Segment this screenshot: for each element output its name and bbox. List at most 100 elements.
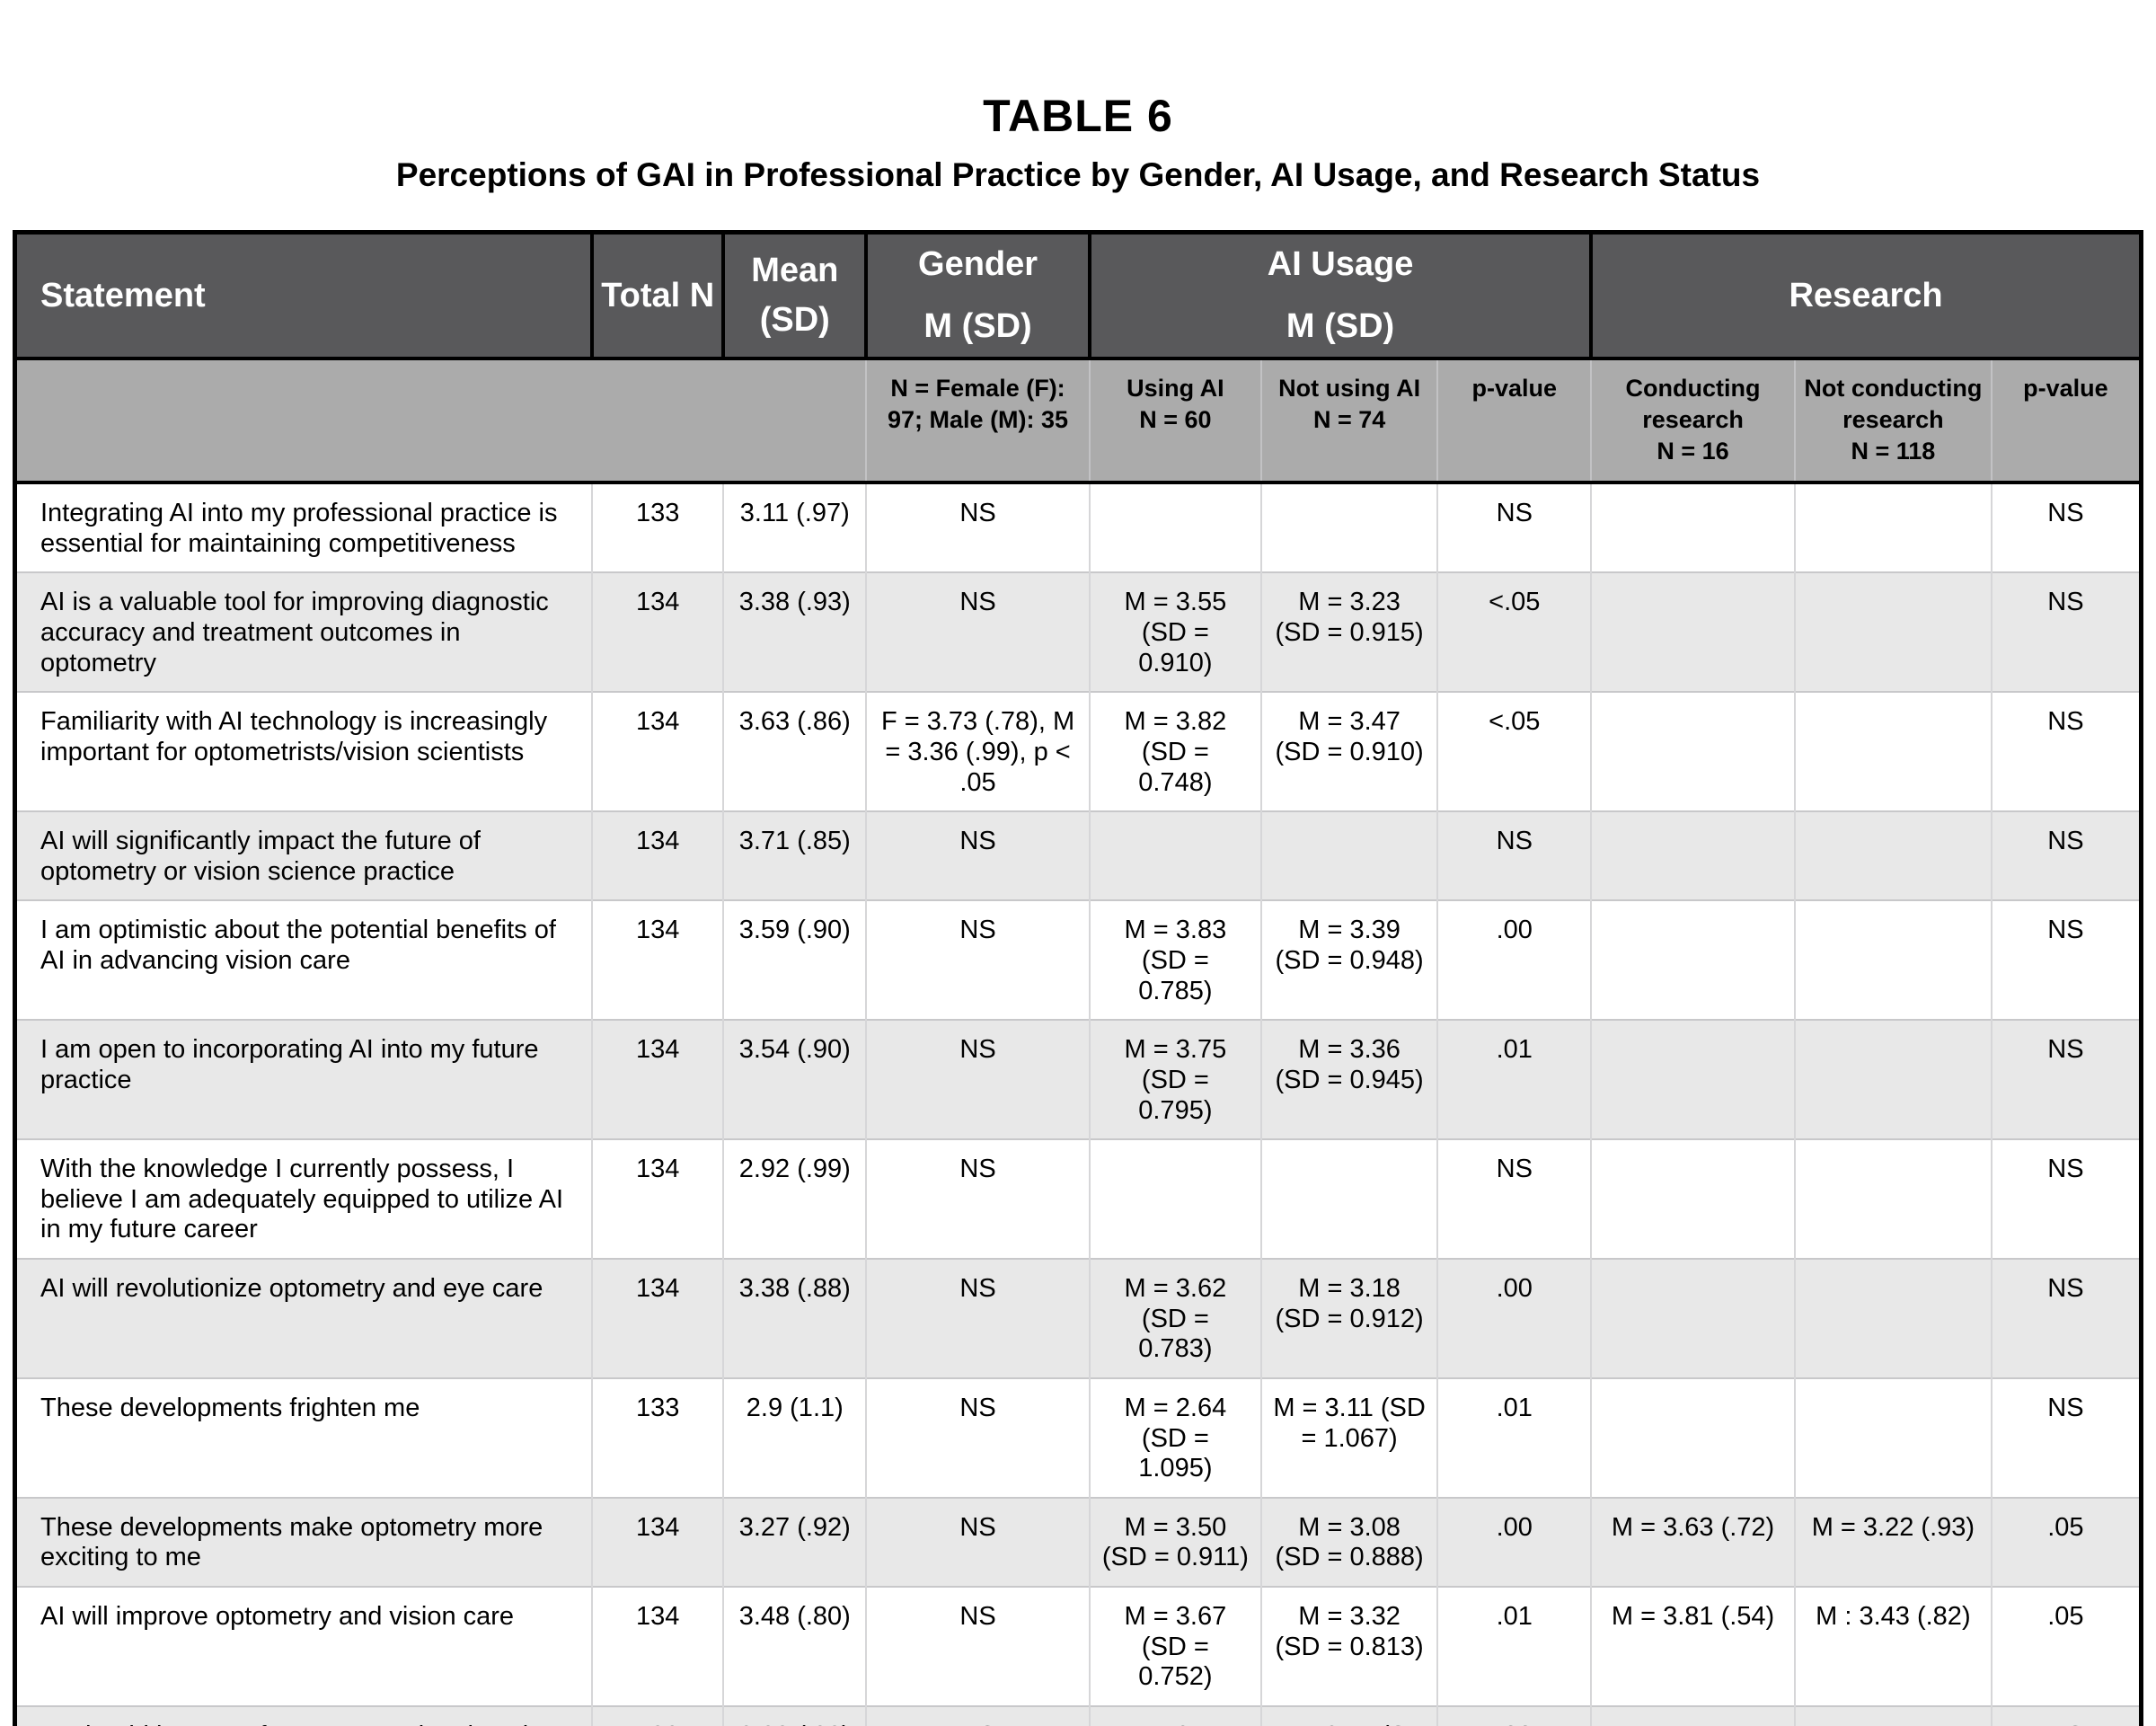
conducting-cell — [1590, 1376, 1796, 1498]
not-using-ai-cell — [1259, 482, 1439, 573]
p-ai-usage-cell: <.05 — [1436, 571, 1593, 693]
not-conducting-cell — [1793, 482, 1993, 573]
gender-cell: NS — [865, 1019, 1091, 1140]
statement-cell: AI will improve optometry and vision car… — [14, 1586, 593, 1706]
conducting-n: N = 16 — [1657, 438, 1729, 465]
p-research-cell: NS — [1990, 1019, 2142, 1140]
not-using-ai-cell: M = 3.18 (SD = 0.912) — [1259, 1258, 1439, 1378]
conducting-label: Conducting research — [1625, 375, 1761, 434]
not-using-ai-cell: M = 3.08 (SD = 0.888) — [1259, 1496, 1439, 1588]
using-ai-cell: M = 3.62 (SD = 0.783) — [1089, 1258, 1262, 1378]
not-conducting-cell — [1793, 1376, 1993, 1498]
col-header-total-n: Total N — [589, 230, 726, 361]
statement-cell: With the knowledge I currently possess, … — [14, 1138, 593, 1260]
title-block: TABLE 6 Perceptions of GAI in Profession… — [0, 0, 2156, 194]
subheader-empty — [14, 357, 868, 485]
not-using-ai-cell — [1259, 1138, 1439, 1260]
not-conducting-cell — [1793, 1704, 1993, 1726]
not-using-ai-cell — [1259, 810, 1439, 901]
total-n-cell: 134 — [590, 899, 725, 1021]
conducting-cell — [1590, 810, 1796, 901]
table-row: AI will significantly impact the future … — [14, 810, 2142, 901]
p-ai-usage-cell: .00 — [1436, 1704, 1593, 1726]
gender-cell: NS — [865, 571, 1091, 693]
total-n-cell: 134 — [590, 1258, 725, 1378]
gender-header-line1: Gender — [918, 245, 1038, 283]
table-header: Statement Total N Mean (SD) Gender M (SD… — [13, 230, 2143, 485]
gender-cell: NS — [865, 899, 1091, 1021]
total-n-cell: 133 — [590, 1704, 725, 1726]
table-row: These developments frighten me 133 2.9 (1.… — [14, 1376, 2142, 1498]
table-row: Familiarity with AI technology is increa… — [14, 691, 2142, 812]
col-header-research: Research — [1589, 230, 2143, 361]
statement-cell: AI should be part of my optometric educa… — [14, 1704, 593, 1726]
mean-sd-cell: 3.27 (.92) — [722, 1496, 868, 1588]
p-research-cell: NS — [1990, 899, 2142, 1021]
not-using-ai-label: Not using AI — [1278, 375, 1421, 403]
total-n-cell: 134 — [590, 571, 725, 693]
subheader-p-value-research: p-value — [1990, 357, 2143, 485]
p-ai-usage-cell: <.05 — [1436, 691, 1593, 812]
statement-cell: AI is a valuable tool for improving diag… — [14, 571, 593, 693]
gender-cell: NS — [865, 810, 1091, 901]
conducting-cell — [1590, 1019, 1796, 1140]
header-row-main: Statement Total N Mean (SD) Gender M (SD… — [13, 230, 2143, 361]
using-ai-cell: M = 3.83 (SD = 0.785) — [1089, 899, 1262, 1021]
table-row: These developments make optometry more e… — [14, 1496, 2142, 1588]
total-n-cell: 133 — [590, 1376, 725, 1498]
using-ai-cell — [1089, 1138, 1262, 1260]
not-using-ai-cell: M = 3.39 (SD = 0.948) — [1259, 899, 1439, 1021]
table-row: With the knowledge I currently possess, … — [14, 1138, 2142, 1260]
not-using-ai-cell: M = 3.23 (SD = 0.915) — [1259, 571, 1439, 693]
subheader-gender-note: N = Female (F): 97; Male (M): 35 — [865, 357, 1091, 485]
conducting-cell — [1590, 1704, 1796, 1726]
not-conducting-cell — [1793, 1138, 1993, 1260]
total-n-cell: 134 — [590, 1496, 725, 1588]
table-caption: Perceptions of GAI in Professional Pract… — [395, 156, 1761, 193]
using-ai-cell — [1089, 482, 1262, 573]
conducting-cell — [1590, 899, 1796, 1021]
using-ai-cell: M = 3.50 (SD = 0.911) — [1089, 1496, 1262, 1588]
conducting-cell — [1590, 691, 1796, 812]
conducting-cell — [1590, 571, 1796, 693]
p-ai-usage-cell: NS — [1436, 482, 1593, 573]
mean-sd-cell: 3.38 (.88) — [722, 1258, 868, 1378]
using-ai-cell: M = 3.55 (SD = 0.910) — [1089, 571, 1262, 693]
p-research-cell: .05 — [1990, 1586, 2142, 1706]
using-ai-cell: M = 2.64 (SD = 1.095) — [1089, 1376, 1262, 1498]
p-ai-usage-cell: .01 — [1436, 1586, 1593, 1706]
p-ai-usage-cell: .00 — [1436, 1496, 1593, 1588]
statement-cell: Integrating AI into my professional prac… — [14, 482, 593, 573]
not-conducting-cell — [1793, 899, 1993, 1021]
using-ai-cell: M = 3.67 (SD = 0.752) — [1089, 1586, 1262, 1706]
p-research-cell: NS — [1990, 1258, 2142, 1378]
statement-cell: I am optimistic about the potential bene… — [14, 899, 593, 1021]
mean-sd-cell: 3.11 (.97) — [722, 482, 868, 573]
gender-cell: NS — [865, 1496, 1091, 1588]
p-research-cell: NS — [1990, 1138, 2142, 1260]
total-n-cell: 133 — [590, 482, 725, 573]
p-ai-usage-cell: .01 — [1436, 1376, 1593, 1498]
mean-sd-cell: 3.54 (.90) — [722, 1019, 868, 1140]
statement-cell: These developments make optometry more e… — [14, 1496, 593, 1588]
col-header-mean-sd: Mean (SD) — [721, 230, 869, 361]
total-n-cell: 134 — [590, 1138, 725, 1260]
table-row: I am optimistic about the potential bene… — [14, 899, 2142, 1021]
not-conducting-cell — [1793, 571, 1993, 693]
conducting-cell — [1590, 1138, 1796, 1260]
not-using-ai-cell: M = 3.11 (SD = 0.853) — [1259, 1704, 1439, 1726]
p-ai-usage-cell: NS — [1436, 810, 1593, 901]
statement-cell: I am open to incorporating AI into my fu… — [14, 1019, 593, 1140]
p-research-cell: NS — [1990, 1704, 2142, 1726]
statement-cell: AI will significantly impact the future … — [14, 810, 593, 901]
table-body: Integrating AI into my professional prac… — [14, 482, 2142, 1726]
table-row: AI will improve optometry and vision car… — [14, 1586, 2142, 1706]
subheader-using-ai: Using AI N = 60 — [1089, 357, 1262, 485]
statement-cell: AI will revolutionize optometry and eye … — [14, 1258, 593, 1378]
not-conducting-cell — [1793, 810, 1993, 901]
table-row: Integrating AI into my professional prac… — [14, 482, 2142, 573]
not-conducting-cell — [1793, 1019, 1993, 1140]
mean-sd-cell: 2.92 (.99) — [722, 1138, 868, 1260]
mean-sd-cell: 3.59 (.90) — [722, 899, 868, 1021]
